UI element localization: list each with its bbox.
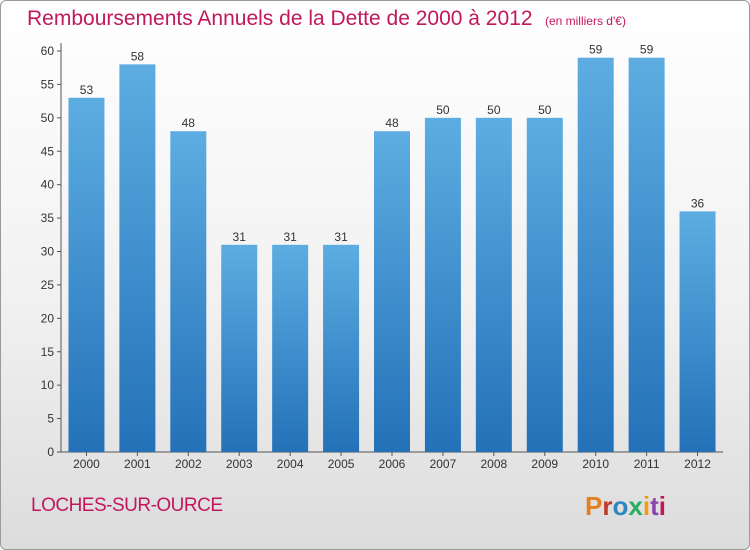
x-tick-label: 2009 [531,457,558,471]
y-tick-label: 40 [41,178,55,192]
y-tick-label: 35 [41,211,55,225]
x-tick-label: 2012 [684,457,711,471]
bar-value-label: 31 [283,230,297,244]
bar-value-label: 48 [182,116,196,130]
chart-title: Remboursements Annuels de la Dette de 20… [27,7,533,30]
x-tick-label: 2005 [328,457,355,471]
bar-value-label: 31 [233,230,247,244]
logo-letter: o [612,491,629,521]
chart-unit-note: (en milliers d'€) [544,14,626,28]
bar [272,244,309,452]
bar-value-label: 50 [538,103,552,117]
bar-value-label: 59 [589,43,603,57]
logo-letter: x [628,491,643,521]
bar [119,64,156,452]
logo-letter: r [602,491,613,521]
bar-value-label: 50 [487,103,501,117]
y-tick-label: 45 [41,144,55,158]
bar [679,211,716,452]
logo-letter: P [585,491,603,521]
bar-value-label: 36 [691,196,705,210]
logo-letter: i [658,491,666,521]
x-tick-label: 2006 [379,457,406,471]
y-tick-label: 10 [41,378,55,392]
proxiti-logo: Proxiti [585,491,666,522]
x-tick-label: 2002 [175,457,202,471]
bar [68,97,105,453]
y-tick-label: 20 [41,311,55,325]
x-tick-label: 2008 [480,457,507,471]
logo-letter: i [642,491,651,521]
y-tick-label: 50 [41,111,55,125]
x-tick-label: 2004 [277,457,304,471]
bar [577,57,614,452]
bar-value-label: 59 [640,43,654,57]
bar-value-label: 58 [131,49,145,63]
bar [374,131,410,452]
bar-value-label: 48 [385,116,399,130]
x-tick-label: 2007 [430,457,457,471]
bar [526,117,563,452]
bar [628,57,665,452]
bar [221,244,258,452]
y-tick-label: 30 [41,245,55,259]
y-tick-label: 5 [47,412,54,426]
bar-value-label: 31 [334,230,348,244]
y-tick-label: 25 [41,278,55,292]
x-tick-label: 2010 [582,457,609,471]
y-tick-label: 0 [47,445,54,459]
chart-title-row: Remboursements Annuels de la Dette de 20… [27,7,626,31]
y-tick-label: 55 [41,77,55,91]
bar [424,117,461,452]
y-tick-label: 60 [41,44,55,58]
x-tick-label: 2001 [124,457,151,471]
x-tick-label: 2000 [73,457,100,471]
bar [475,117,512,452]
bar-value-label: 50 [436,103,450,117]
bar [323,244,360,452]
city-name: LOCHES-SUR-OURCE [31,495,223,516]
y-tick-label: 15 [41,345,55,359]
bar-value-label: 53 [80,83,94,97]
logo-letter: t [650,491,659,521]
x-tick-label: 2003 [226,457,253,471]
x-tick-label: 2011 [634,457,660,471]
bar [170,131,207,452]
